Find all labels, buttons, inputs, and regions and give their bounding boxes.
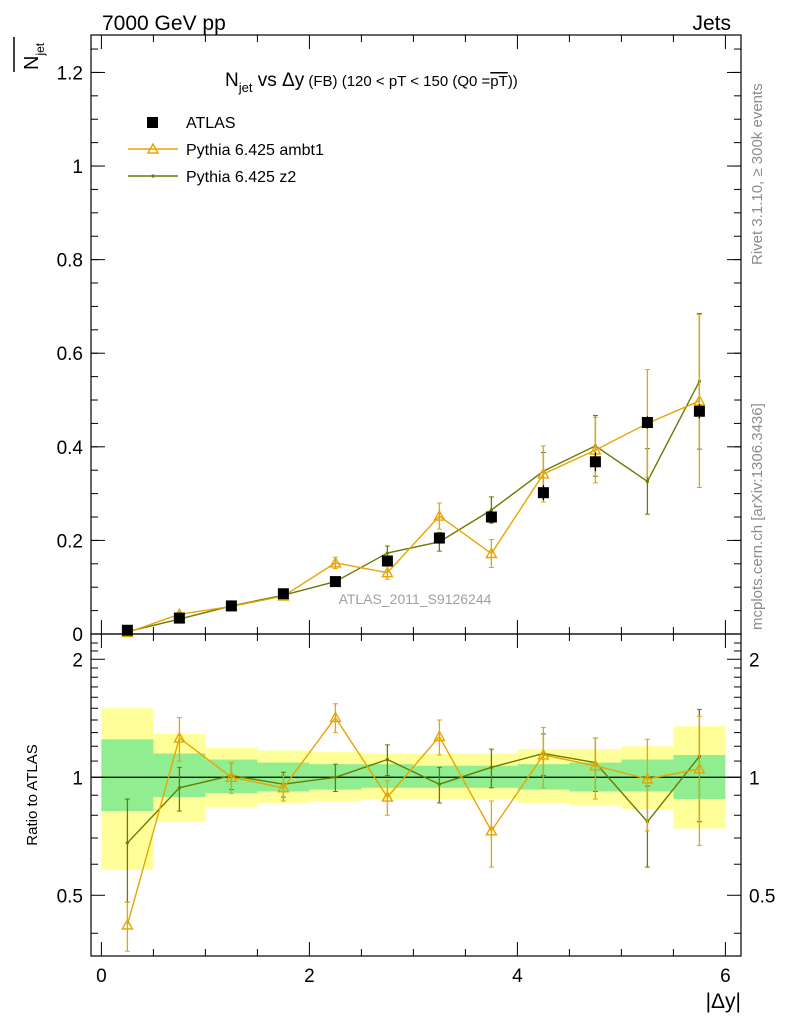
title-end: ))	[508, 73, 518, 90]
ratio-point-pythia-6-425-z2	[333, 775, 337, 779]
y-tick-label: 0.4	[57, 438, 84, 459]
legend: ATLAS Pythia 6.425 ambt1 Pythia 6.425 z2	[128, 115, 324, 186]
legend-marker-z2	[151, 174, 155, 178]
legend-label-z2: Pythia 6.425 z2	[186, 169, 296, 186]
ratio-y-tick-label-right: 2	[749, 650, 760, 671]
main-title: Njet vs Δy (FB) (120 < pT < 150 (Q0 =pT)…	[225, 70, 518, 95]
ratio-point-pythia-6-425-ambt1	[173, 731, 186, 743]
title-over: pT	[490, 73, 508, 90]
ratio-point-pythia-6-425-ambt1	[433, 730, 446, 742]
watermark: ATLAS_2011_S9126244	[339, 591, 492, 607]
y-tick-label: 0	[72, 625, 83, 646]
main-ylabel: Njet	[21, 42, 47, 70]
ratio-line-pythia-6-425-z2	[126, 752, 700, 844]
ratio-point-pythia-6-425-z2	[385, 757, 389, 762]
ratio-point-pythia-6-425-ambt1	[693, 762, 706, 774]
ratio-y-tick-label: 0.5	[57, 886, 83, 907]
data-point-atlas	[277, 588, 289, 600]
main-panel: 0 0.2 0.4 0.6 0.8 1 1.2	[57, 34, 742, 646]
ratio-y-tick-label-right: 1	[749, 768, 760, 789]
ratio-point-pythia-6-425-z2	[177, 786, 181, 790]
ratio-point-pythia-6-425-ambt1	[381, 790, 394, 802]
series-line-pythia-6-425-ambt1	[127, 400, 700, 634]
data-point-pythia-6-425-z2	[385, 551, 389, 555]
y-tick-label: 1	[72, 157, 83, 178]
x-tick-label: 4	[512, 966, 523, 987]
data-point-pythia-6-425-ambt1	[329, 556, 342, 568]
legend-label-atlas: ATLAS	[186, 115, 236, 132]
ratio-point-pythia-6-425-ambt1	[589, 759, 602, 771]
ratio-point-pythia-6-425-ambt1	[277, 781, 290, 793]
x-tick-label: 6	[720, 966, 731, 987]
legend-marker-ambt1	[146, 142, 160, 154]
data-point-pythia-6-425-ambt1	[537, 467, 550, 479]
data-point-atlas	[693, 405, 705, 417]
svg-text:Njet: Njet	[21, 42, 47, 70]
title-sub: jet	[238, 80, 253, 95]
ratio-y-tick-label-right: 0.5	[749, 886, 775, 907]
ratio-point-pythia-6-425-z2	[125, 841, 129, 845]
ratio-point-pythia-6-425-z2	[437, 782, 441, 786]
ratio-point-pythia-6-425-ambt1	[225, 770, 238, 782]
y-tick-label: 1.2	[57, 63, 83, 84]
y-tick-label: 0.8	[57, 251, 83, 272]
title-small: (FB)	[304, 73, 337, 90]
main-series	[121, 312, 706, 638]
data-point-atlas	[537, 487, 549, 499]
main-ticks: 0 0.2 0.4 0.6 0.8 1 1.2	[57, 35, 741, 646]
x-tick-label: 2	[304, 966, 315, 987]
header-right: Jets	[692, 12, 731, 35]
data-point-atlas	[121, 624, 133, 636]
y-tick-label: 0.6	[57, 344, 83, 365]
ratio-line-pythia-6-425-ambt1	[126, 716, 700, 926]
side-label-bottom: mcplots.cern.ch [arXiv:1306.3436]	[749, 403, 766, 630]
header-left: 7000 GeV pp	[102, 12, 226, 35]
ratio-frame	[90, 633, 742, 957]
title-mid: vs Δy	[252, 70, 304, 91]
ratio-ticks: 0.5 0.5 1 1 2 2 0 2 4 6	[57, 634, 775, 987]
ratio-point-pythia-6-425-ambt1	[641, 772, 654, 784]
x-tick-label: 0	[96, 966, 107, 987]
legend-label-ambt1: Pythia 6.425 ambt1	[186, 142, 324, 159]
ratio-point-pythia-6-425-ambt1	[329, 711, 342, 723]
ratio-point-pythia-6-425-ambt1	[121, 918, 134, 930]
ratio-y-tick-label: 1	[72, 768, 83, 789]
main-ylabel-sub: jet	[33, 42, 47, 56]
ratio-panel: 0.5 0.5 1 1 2 2 0 2 4 6	[57, 633, 775, 987]
data-point-pythia-6-425-z2	[645, 479, 650, 484]
ratio-ylabel: Ratio to ATLAS	[24, 744, 41, 845]
main-ylabel-text: N	[21, 56, 43, 70]
y-tick-label: 0.2	[57, 531, 83, 552]
data-point-pythia-6-425-ambt1	[485, 547, 498, 559]
data-point-atlas	[329, 576, 341, 588]
title-cut: (120 < pT < 150 (Q0 =	[338, 73, 491, 90]
ratio-series	[121, 703, 706, 952]
data-point-atlas	[589, 456, 601, 468]
side-label-top: Rivet 3.1.10, ≥ 300k events	[749, 83, 766, 265]
data-point-atlas	[433, 532, 445, 544]
data-point-atlas	[485, 511, 497, 523]
ratio-point-pythia-6-425-ambt1	[537, 748, 550, 760]
xlabel: |Δy|	[706, 990, 741, 1013]
data-point-atlas	[225, 600, 237, 612]
data-point-atlas	[641, 416, 653, 428]
title-main: N	[225, 70, 239, 91]
ratio-bands	[101, 708, 726, 871]
ratio-point-pythia-6-425-ambt1	[485, 824, 498, 836]
ratio-point-pythia-6-425-z2	[489, 765, 493, 769]
data-point-pythia-6-425-z2	[489, 508, 493, 512]
data-point-atlas	[381, 555, 393, 567]
data-point-pythia-6-425-ambt1	[381, 566, 394, 578]
legend-marker-atlas	[147, 117, 158, 128]
data-point-pythia-6-425-ambt1	[433, 509, 446, 521]
data-point-atlas	[173, 612, 185, 624]
ratio-y-tick-label: 2	[72, 650, 83, 671]
